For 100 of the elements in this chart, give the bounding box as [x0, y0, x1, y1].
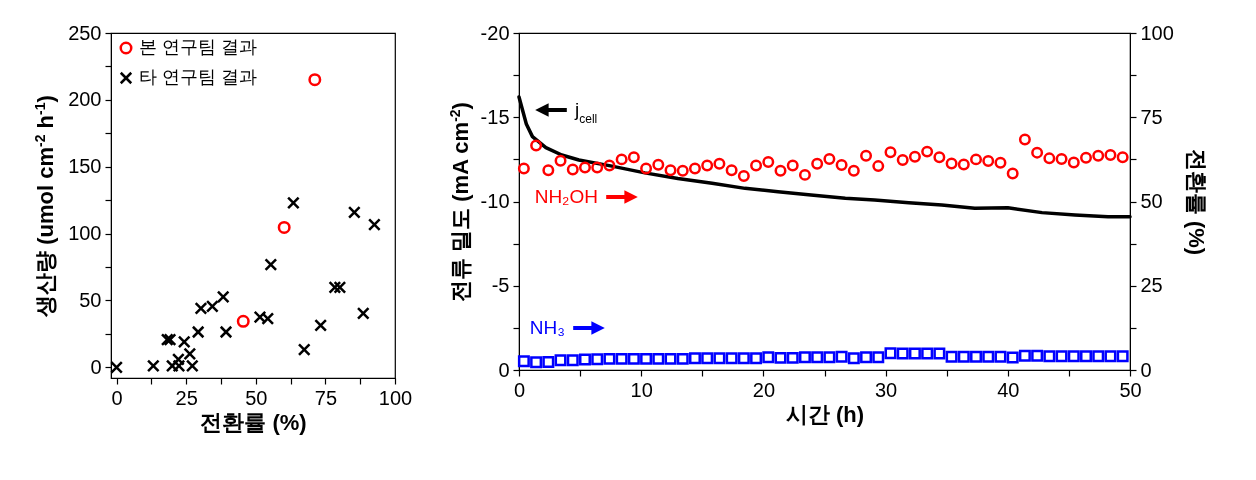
point	[786, 351, 799, 364]
point	[811, 157, 824, 170]
x-axis-title: 전환률 (%)	[200, 409, 307, 435]
point	[872, 351, 885, 364]
point	[1104, 149, 1117, 161]
point	[264, 258, 278, 272]
legend-label: 본 연구팀 결과	[139, 37, 258, 57]
point	[530, 356, 543, 369]
point	[750, 159, 763, 172]
point	[591, 161, 604, 174]
y-tick-label: 0	[90, 355, 102, 378]
point	[750, 352, 763, 365]
point	[982, 155, 995, 168]
point	[957, 158, 970, 171]
point	[835, 350, 848, 363]
point	[328, 280, 342, 294]
point	[542, 164, 555, 177]
x-tick-label: 25	[175, 386, 198, 409]
point	[1006, 351, 1019, 364]
point	[811, 351, 824, 364]
x-tick-label: 75	[314, 386, 338, 409]
point	[1006, 167, 1019, 180]
x-tick-label: 50	[1119, 378, 1142, 401]
point	[884, 146, 897, 159]
x-tick-label: 50	[245, 386, 268, 409]
point	[908, 150, 921, 163]
point	[847, 164, 860, 177]
point	[762, 351, 775, 364]
annotation: NH₂OH	[534, 186, 598, 207]
point	[1018, 349, 1031, 362]
point	[236, 314, 250, 328]
point	[1018, 133, 1031, 146]
point	[676, 352, 689, 365]
point	[774, 351, 787, 364]
point	[146, 359, 160, 373]
point	[1031, 349, 1044, 362]
point	[110, 360, 124, 374]
annotation: j$_{cell}$	[574, 99, 598, 126]
point	[640, 352, 653, 365]
point	[701, 352, 714, 365]
point	[713, 352, 726, 365]
point	[945, 157, 958, 170]
point	[860, 351, 873, 364]
y2-axis-title: 전환률 (%)	[1183, 148, 1209, 256]
y-tick-label: 250	[68, 21, 102, 44]
annotation: NH₃	[529, 317, 565, 338]
y-tick-label: -20	[480, 21, 510, 44]
y2-tick-label: 0	[1140, 358, 1152, 381]
point	[347, 205, 361, 219]
point	[191, 325, 205, 339]
point	[701, 159, 714, 172]
point	[542, 355, 555, 368]
point	[627, 352, 640, 365]
point	[578, 161, 591, 174]
point	[896, 154, 909, 167]
point	[314, 318, 328, 332]
x-tick-label: 0	[513, 378, 526, 401]
point	[725, 352, 738, 365]
point	[1043, 350, 1056, 363]
legend-label: 타 연구팀 결과	[139, 67, 258, 87]
point	[171, 352, 185, 366]
point	[517, 355, 530, 368]
point	[1104, 350, 1117, 363]
point	[530, 139, 543, 152]
point	[1116, 350, 1129, 363]
point	[688, 352, 701, 365]
point	[737, 352, 750, 365]
point	[308, 73, 322, 87]
point	[676, 164, 689, 177]
point	[517, 162, 530, 175]
point	[603, 159, 616, 172]
point	[933, 347, 946, 360]
point	[1116, 151, 1129, 164]
point	[603, 352, 616, 365]
point	[1067, 156, 1080, 169]
point	[1080, 350, 1092, 363]
y2-tick-label: 75	[1140, 105, 1163, 128]
y-tick-label: 100	[68, 222, 102, 245]
x-tick-label: 10	[630, 378, 653, 401]
point	[566, 163, 579, 176]
point	[823, 153, 836, 166]
point	[994, 156, 1007, 169]
y-tick-label: 150	[68, 155, 102, 178]
point	[921, 347, 934, 360]
point	[615, 153, 628, 166]
point	[356, 306, 370, 320]
point	[994, 350, 1007, 363]
point	[297, 343, 311, 357]
point	[652, 352, 665, 365]
point	[216, 290, 230, 304]
point	[1055, 153, 1068, 166]
y-tick-label: 50	[79, 288, 102, 311]
point	[737, 169, 750, 182]
point	[896, 347, 909, 360]
point	[688, 162, 701, 175]
point	[945, 350, 958, 363]
point	[367, 218, 381, 232]
point	[1080, 151, 1092, 164]
x-tick-label: 0	[111, 386, 123, 409]
y2-tick-label: 100	[1140, 21, 1174, 44]
